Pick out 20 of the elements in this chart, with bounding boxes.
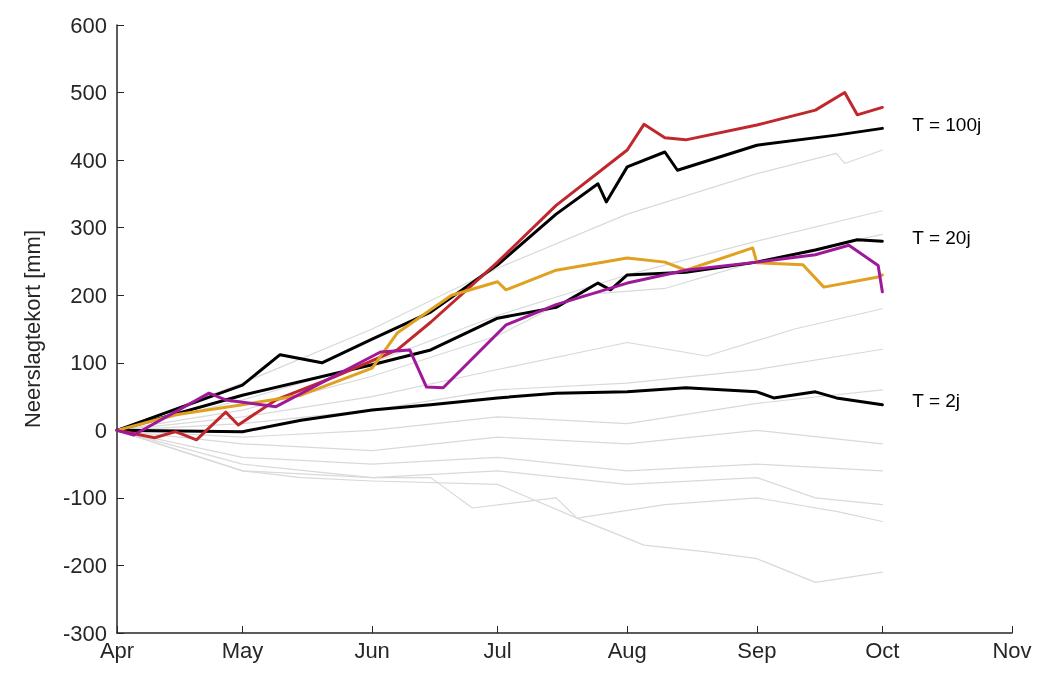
y-tick-label: -100 bbox=[62, 485, 107, 511]
y-tick-label: 0 bbox=[94, 417, 107, 443]
y-tick-label: -200 bbox=[62, 552, 107, 578]
series-label: T = 2j bbox=[912, 390, 961, 412]
y-tick-label: 200 bbox=[70, 282, 107, 308]
x-tick-label: Jun bbox=[354, 637, 390, 663]
x-tick-label: Oct bbox=[865, 637, 900, 663]
series-label: T = 20j bbox=[912, 226, 971, 248]
series-label: T = 100j bbox=[912, 113, 982, 135]
y-tick-label: 300 bbox=[70, 215, 107, 241]
x-tick-label: Sep bbox=[737, 637, 777, 663]
x-tick-label: May bbox=[221, 637, 264, 663]
x-tick-label: Aug bbox=[607, 637, 647, 663]
y-tick-label: 100 bbox=[70, 350, 107, 376]
y-tick-label: 400 bbox=[70, 147, 107, 173]
y-axis-title: Neerslagtekort [mm] bbox=[19, 229, 45, 429]
x-tick-label: Nov bbox=[992, 637, 1032, 663]
y-tick-label: 500 bbox=[70, 80, 107, 106]
y-tick-label: 600 bbox=[70, 12, 107, 38]
x-tick-label: Jul bbox=[483, 637, 512, 663]
